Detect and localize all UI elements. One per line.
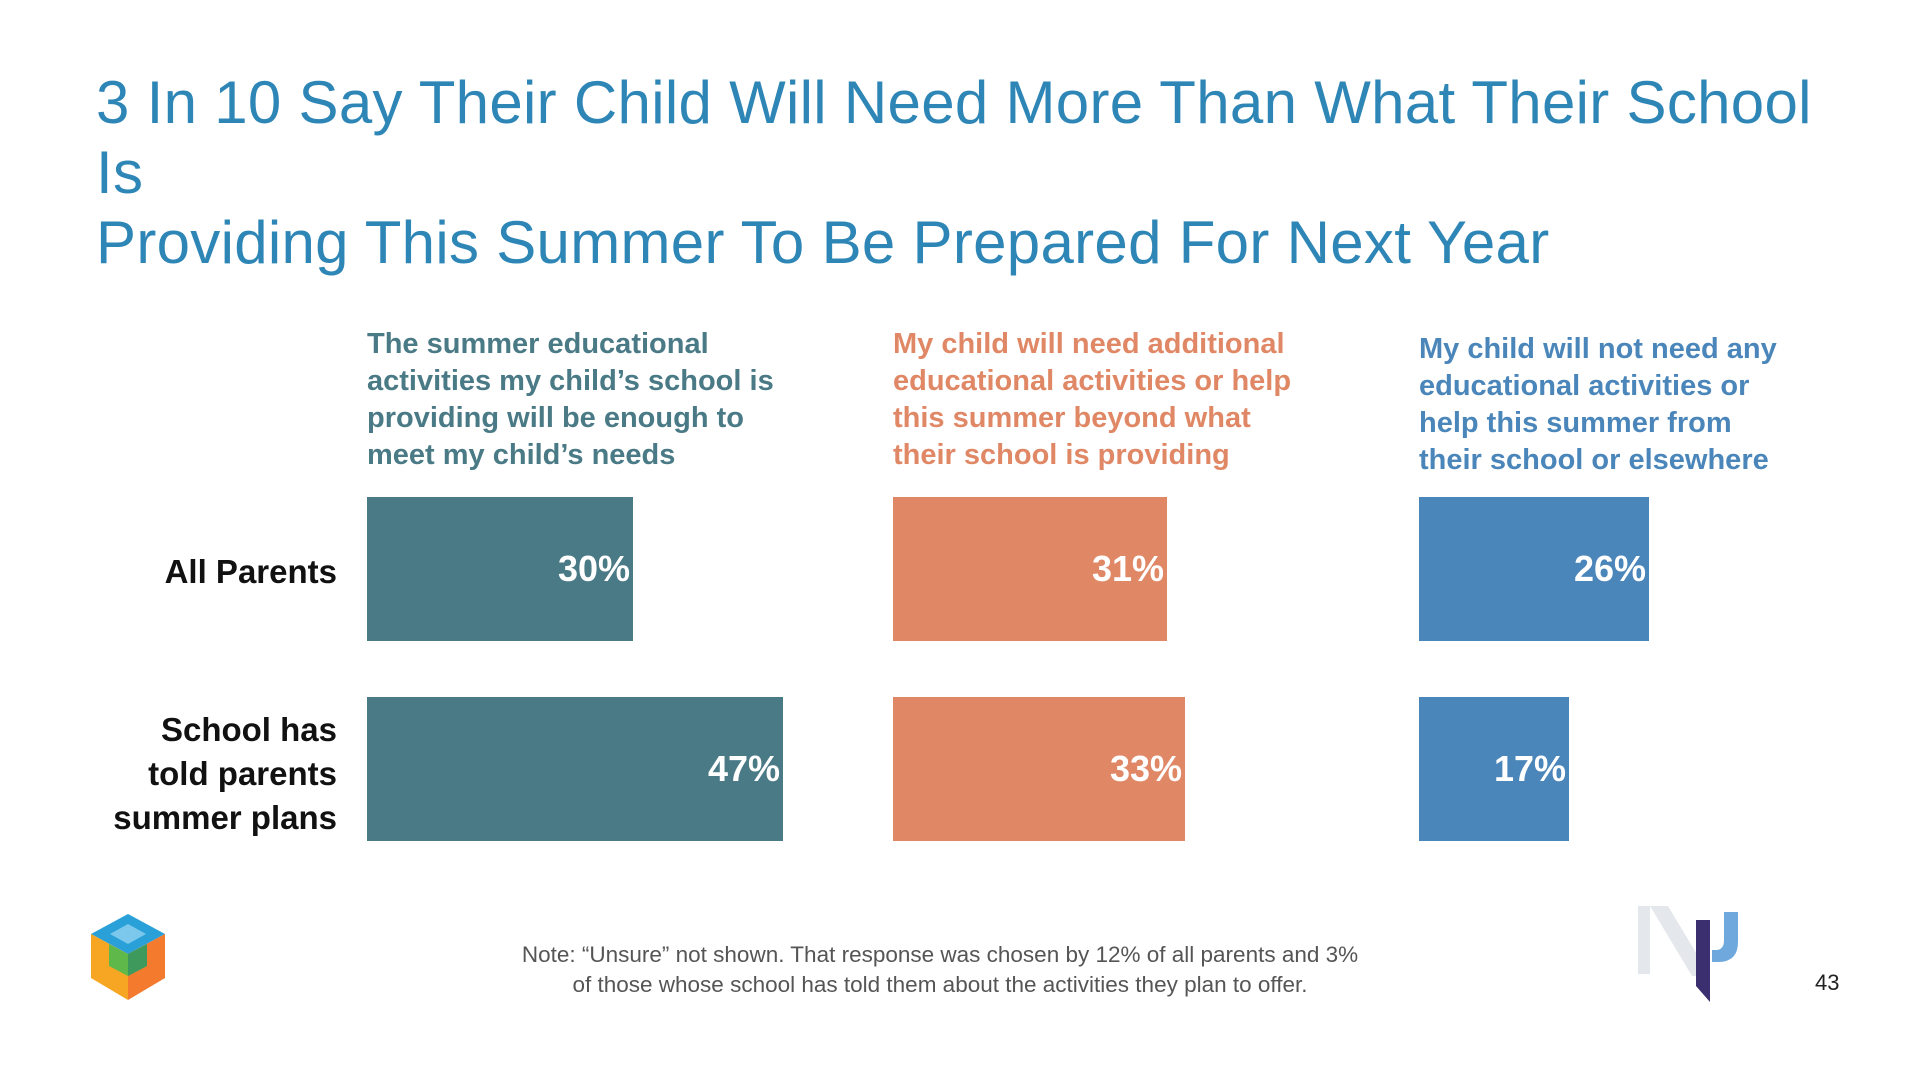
- bar-value-label: 17%: [1493, 748, 1566, 789]
- bar: 47%: [367, 697, 783, 841]
- header-line: their school or elsewhere: [1419, 444, 1769, 476]
- bar: 30%: [367, 497, 633, 641]
- bar-value-label: 26%: [1573, 548, 1646, 589]
- title-line-2: Providing This Summer To Be Prepared For…: [96, 209, 1550, 276]
- bar: 17%: [1419, 697, 1569, 841]
- bar: 26%: [1419, 497, 1649, 641]
- header-line: their school is providing: [893, 439, 1230, 471]
- column-header-enough: The summer educational activities my chi…: [367, 326, 807, 474]
- header-line: meet my child’s needs: [367, 439, 676, 471]
- header-line: educational activities or help: [893, 365, 1292, 397]
- row-label-line: All Parents: [164, 553, 337, 590]
- row-label-all-parents: All Parents: [77, 550, 337, 594]
- bar-value-label: 33%: [1109, 748, 1182, 789]
- title-line-1: 3 In 10 Say Their Child Will Need More T…: [96, 69, 1812, 206]
- bar-value-label: 47%: [707, 748, 780, 789]
- cube-logo-icon: [91, 914, 165, 1000]
- page-number: 43: [1815, 970, 1840, 995]
- row-label-school-told: School has told parents summer plans: [77, 708, 337, 840]
- bar: 31%: [893, 497, 1167, 641]
- bar-value-label: 31%: [1091, 548, 1164, 589]
- header-line: My child will need additional: [893, 328, 1285, 360]
- header-line: educational activities or: [1419, 370, 1750, 402]
- row-label-line: summer plans: [113, 799, 337, 836]
- header-line: My child will not need any: [1419, 333, 1777, 365]
- footnote-line: of those whose school has told them abou…: [572, 972, 1308, 997]
- header-line: this summer beyond what: [893, 402, 1251, 434]
- footnote: Note: “Unsure” not shown. That response …: [440, 940, 1440, 1000]
- header-line: help this summer from: [1419, 407, 1732, 439]
- column-header-need-more: My child will need additional educationa…: [893, 326, 1333, 474]
- page-title: 3 In 10 Say Their Child Will Need More T…: [96, 68, 1856, 278]
- bar: 33%: [893, 697, 1185, 841]
- footnote-line: Note: “Unsure” not shown. That response …: [521, 942, 1359, 967]
- row-label-line: School has: [160, 711, 337, 748]
- bar-value-label: 30%: [557, 548, 630, 589]
- np-logo-icon: [1638, 906, 1738, 1002]
- row-label-line: told parents: [148, 755, 337, 792]
- header-line: providing will be enough to: [367, 402, 744, 434]
- column-header-no-need: My child will not need any educational a…: [1419, 331, 1859, 479]
- header-line: The summer educational: [367, 328, 709, 360]
- header-line: activities my child’s school is: [367, 365, 774, 397]
